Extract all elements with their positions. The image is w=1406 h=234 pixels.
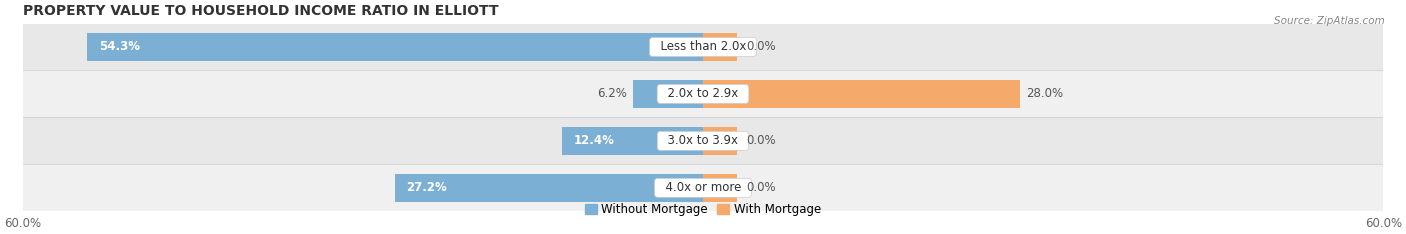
Bar (703, 80, 1021, 108)
Legend: Without Mortgage, With Mortgage: Without Mortgage, With Mortgage (581, 198, 825, 220)
Bar (633, 80, 703, 108)
Bar (22, 164, 1384, 211)
Bar (395, 174, 703, 202)
Text: 0.0%: 0.0% (747, 134, 776, 147)
Text: 0.0%: 0.0% (747, 181, 776, 194)
Bar (562, 127, 703, 155)
Text: 2.0x to 2.9x: 2.0x to 2.9x (661, 88, 745, 100)
Text: Less than 2.0x: Less than 2.0x (652, 40, 754, 54)
Text: Source: ZipAtlas.com: Source: ZipAtlas.com (1274, 16, 1385, 26)
Text: 54.3%: 54.3% (98, 40, 139, 54)
Text: 27.2%: 27.2% (406, 181, 447, 194)
Text: 12.4%: 12.4% (574, 134, 614, 147)
Text: 3.0x to 3.9x: 3.0x to 3.9x (661, 134, 745, 147)
Text: 6.2%: 6.2% (598, 88, 627, 100)
Text: 4.0x or more: 4.0x or more (658, 181, 748, 194)
Bar (703, 127, 737, 155)
Bar (703, 33, 737, 61)
Bar (703, 174, 737, 202)
Bar (22, 117, 1384, 164)
Bar (87, 33, 703, 61)
Bar (22, 70, 1384, 117)
Text: 28.0%: 28.0% (1026, 88, 1063, 100)
Text: PROPERTY VALUE TO HOUSEHOLD INCOME RATIO IN ELLIOTT: PROPERTY VALUE TO HOUSEHOLD INCOME RATIO… (22, 4, 498, 18)
Text: 0.0%: 0.0% (747, 40, 776, 54)
Bar (22, 23, 1384, 70)
